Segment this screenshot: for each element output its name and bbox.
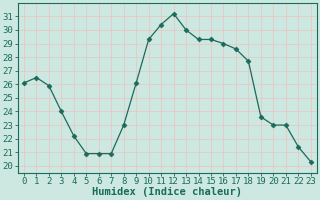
X-axis label: Humidex (Indice chaleur): Humidex (Indice chaleur): [92, 187, 242, 197]
